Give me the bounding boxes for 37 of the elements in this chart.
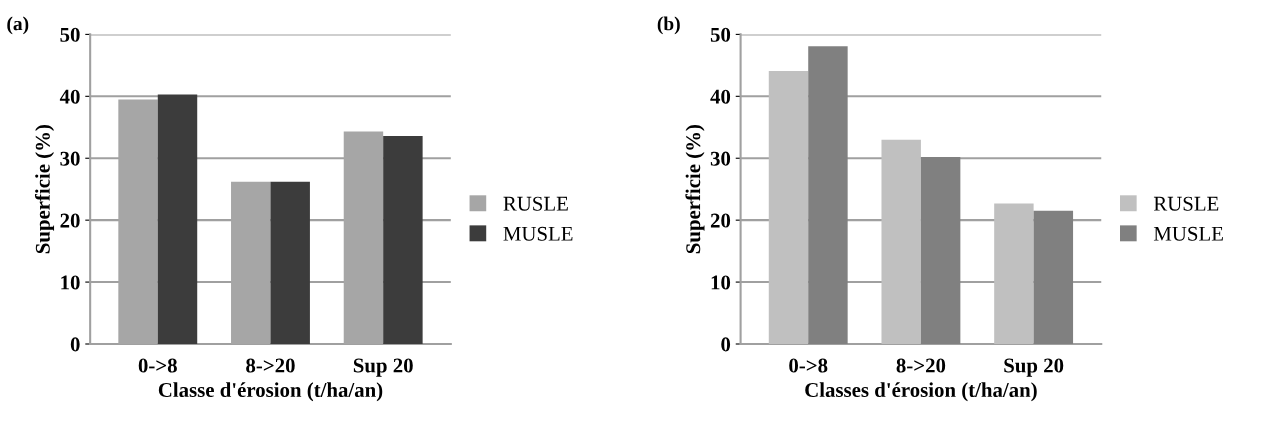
legend-label: MUSLE	[1153, 226, 1223, 241]
bar	[808, 46, 848, 344]
y-axis-title: Superficie (%)	[34, 125, 55, 254]
y-tick-label: 40	[59, 89, 80, 104]
y-tick-label: 10	[711, 275, 731, 290]
bar	[994, 203, 1034, 344]
bar	[157, 94, 198, 344]
bar	[920, 157, 961, 344]
bar	[383, 135, 423, 344]
y-axis-title: Superficie (%)	[685, 125, 705, 254]
legend-label: RUSLE	[1153, 196, 1219, 211]
bar	[270, 181, 310, 344]
x-tick-label: 8->20	[246, 358, 295, 373]
y-tick-label: 40	[710, 89, 731, 104]
bar	[1033, 210, 1074, 344]
chart-title: (a)	[7, 16, 29, 35]
x-axis-title: Classes d'érosion (t/ha/an)	[805, 382, 1037, 402]
bar	[768, 70, 809, 344]
x-tick-label: 0->8	[138, 358, 177, 373]
y-tick-label: 50	[710, 27, 731, 42]
y-tick-label: 20	[710, 213, 731, 228]
x-tick-label: 0->8	[789, 358, 828, 373]
bar	[881, 139, 921, 344]
x-tick-label: Sup 20	[1004, 358, 1064, 377]
legend-label: RUSLE	[503, 196, 568, 211]
y-tick-label: 10	[61, 275, 80, 290]
y-tick-label: 30	[60, 151, 80, 166]
y-tick-label: 0	[721, 337, 731, 352]
y-tick-label: 0	[70, 337, 80, 352]
legend-label: MUSLE	[503, 226, 573, 241]
chart-title: (b)	[657, 16, 680, 35]
x-axis-title: Classe d'érosion (t/ha/an)	[158, 382, 383, 402]
y-tick-label: 50	[60, 27, 80, 42]
x-tick-label: 8->20	[896, 358, 946, 373]
y-tick-label: 30	[710, 151, 731, 166]
x-tick-label: Sup 20	[353, 358, 413, 377]
y-tick-label: 20	[60, 213, 80, 228]
